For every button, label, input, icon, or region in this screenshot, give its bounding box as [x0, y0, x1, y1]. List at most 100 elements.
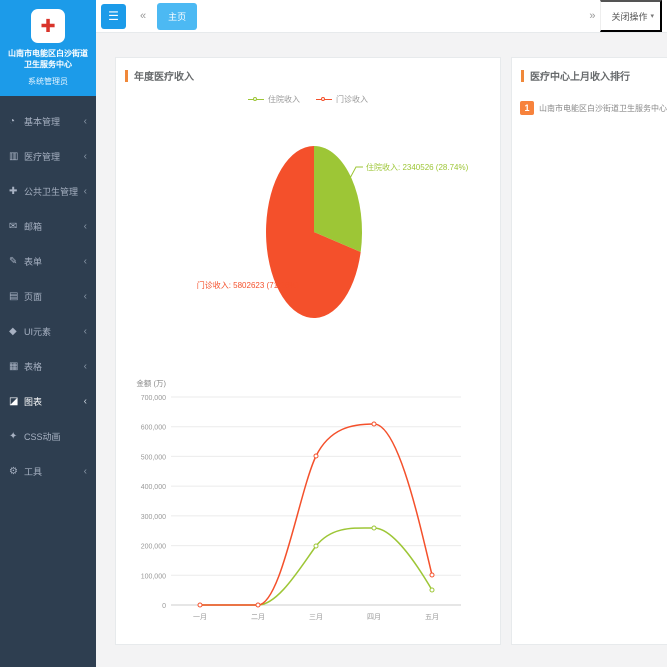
panel-title: 年度医疗收入 [134, 72, 194, 83]
main-content: 年度医疗收入 住院收入 门诊收入 住院收入: 2340526 (28.74%) … [96, 33, 667, 667]
logo-badge: ✚ [31, 9, 65, 43]
y-tick: 500,000 [141, 454, 166, 461]
sidebar-item-label: 表单 [24, 257, 43, 267]
close-operations-label: 关闭操作 [611, 11, 648, 22]
chevron-left-icon: ‹ [83, 256, 87, 267]
chevron-left-icon: ‹ [83, 116, 87, 127]
data-point [429, 572, 435, 578]
sidebar-item-public-health[interactable]: ✚ 公共卫生管理 ‹ [0, 174, 96, 209]
legend-label: 门诊收入 [336, 95, 368, 104]
y-tick: 600,000 [141, 425, 166, 432]
chevron-left-icon: ‹ [83, 151, 87, 162]
chevron-left-icon: ‹ [83, 326, 87, 337]
data-point [313, 453, 319, 459]
y-tick: 300,000 [141, 514, 166, 521]
sidebar-item-pages[interactable]: ▤ 页面 ‹ [0, 279, 96, 314]
data-point [371, 525, 377, 531]
legend-label: 住院收入 [268, 95, 300, 104]
data-point [313, 543, 319, 549]
panel-title-row: 年度医疗收入 [116, 58, 500, 89]
sidebar-item-mailbox[interactable]: ✉ 邮箱 ‹ [0, 209, 96, 244]
annual-income-panel: 年度医疗收入 住院收入 门诊收入 住院收入: 2340526 (28.74%) … [115, 57, 501, 645]
list-item[interactable]: 1 山南市电能区白沙街道卫生服务中心 [520, 97, 667, 119]
data-point [197, 602, 203, 608]
panel-title: 医疗中心上月收入排行 [530, 72, 630, 83]
sidebar-item-label: 公共卫生管理 [24, 187, 79, 197]
chevron-left-icon: ‹ [83, 221, 87, 232]
pie-slice-inpatient[interactable] [314, 146, 363, 252]
pie-chart[interactable]: 住院收入: 2340526 (28.74%) 门诊收入: 5802623 (71… [116, 110, 502, 372]
line-series-outpatient [199, 423, 433, 606]
sidebar-item-label: 图表 [24, 397, 43, 407]
chevron-left-icon: ‹ [83, 396, 87, 407]
sidebar-item-ui-elements[interactable]: ◆ UI元素 ‹ [0, 314, 96, 349]
legend-marker-green-icon [248, 97, 264, 101]
x-tick: 五月 [425, 613, 439, 621]
pie-slice-outpatient[interactable] [266, 146, 361, 318]
y-tick: 400,000 [141, 484, 166, 491]
sidebar-item-label: CSS动画 [24, 432, 61, 442]
table-icon: ▦ [9, 361, 19, 372]
tab-scroll-right-icon[interactable]: » [589, 10, 596, 22]
tab-scroll-left-icon[interactable]: « [140, 10, 147, 22]
sidebar-item-label: 基本管理 [24, 117, 61, 127]
line-chart[interactable]: 金额 (万) 700,000 600,000 500,000 400,000 3… [116, 376, 502, 642]
sidebar-item-charts[interactable]: ◪ 图表 ‹ [0, 384, 96, 419]
sidebar-item-label: 工具 [24, 467, 43, 477]
sidebar-item-tools[interactable]: ⚙ 工具 ‹ [0, 454, 96, 489]
chevron-left-icon: ‹ [83, 466, 87, 477]
chevron-left-icon: ‹ [83, 361, 87, 372]
app-logo: ✚ 山南市电能区白沙街道卫生服务中心 系统管理员 [0, 0, 96, 96]
rank-center-name: 山南市电能区白沙街道卫生服务中心 [539, 103, 667, 113]
sidebar-item-forms[interactable]: ✎ 表单 ‹ [0, 244, 96, 279]
tab-home[interactable]: 主页 [157, 2, 198, 30]
pages-icon: ▤ [9, 291, 19, 302]
sidebar-item-label: 医疗管理 [24, 152, 61, 162]
sidebar-item-css-animation[interactable]: ✦ CSS动画 [0, 419, 96, 454]
ui-elements-icon: ◆ [9, 326, 17, 337]
topbar-right: » 关闭操作 ▾ [584, 0, 662, 32]
data-point [429, 587, 435, 593]
ranking-list: 1 山南市电能区白沙街道卫生服务中心 [512, 89, 667, 127]
sidebar-item-label: 邮箱 [24, 222, 43, 232]
y-tick: 100,000 [141, 573, 166, 580]
chart-legend: 住院收入 门诊收入 [116, 94, 500, 105]
css-animation-icon: ✦ [9, 431, 18, 442]
data-point [255, 602, 261, 608]
legend-item-inpatient[interactable]: 住院收入 [248, 94, 300, 105]
y-tick: 700,000 [141, 395, 166, 402]
bar-chart-icon: ▥ [9, 151, 19, 162]
rank-badge: 1 [520, 101, 534, 115]
x-tick: 二月 [251, 613, 265, 621]
chevron-left-icon: ‹ [83, 291, 87, 302]
title-accent-bar [521, 69, 524, 82]
envelope-icon: ✉ [9, 221, 18, 232]
sidebar-item-label: 页面 [24, 292, 43, 302]
pie-label-outpatient: 门诊收入: 5802623 (71.26%) [197, 280, 300, 290]
health-cross-icon: ✚ [9, 186, 18, 197]
chevron-left-icon: ‹ [83, 186, 87, 197]
panel-title-row: 医疗中心上月收入排行 [512, 58, 667, 89]
y-tick: 200,000 [141, 544, 166, 551]
sidebar-nav: ◔ 基本管理 ‹ ▥ 医疗管理 ‹ ✚ 公共卫生管理 ‹ ✉ 邮箱 ‹ ✎ 表单… [0, 96, 96, 489]
form-icon: ✎ [9, 256, 18, 267]
user-role: 系统管理员 [28, 77, 68, 86]
sidebar-item-label: UI元素 [24, 327, 52, 337]
legend-item-outpatient[interactable]: 门诊收入 [316, 94, 368, 105]
line-series-inpatient [199, 527, 433, 606]
sidebar-item-medical-management[interactable]: ▥ 医疗管理 ‹ [0, 139, 96, 174]
title-accent-bar [125, 69, 128, 82]
sidebar: ✚ 山南市电能区白沙街道卫生服务中心 系统管理员 ◔ 基本管理 ‹ ▥ 医疗管理… [0, 0, 96, 667]
caret-down-icon: ▾ [650, 13, 654, 20]
x-tick: 一月 [193, 613, 207, 621]
pie-label-line-inpatient [348, 166, 363, 181]
close-operations-menu[interactable]: 关闭操作 ▾ [600, 0, 662, 32]
pie-label-inpatient: 住院收入: 2340526 (28.74%) [366, 162, 469, 172]
sidebar-item-tables[interactable]: ▦ 表格 ‹ [0, 349, 96, 384]
chart-icon: ◪ [9, 396, 19, 407]
topbar: ☰ « 主页 » 关闭操作 ▾ [96, 0, 667, 33]
x-tick: 四月 [367, 613, 381, 621]
sidebar-toggle-button[interactable]: ☰ [101, 3, 126, 29]
x-tick: 三月 [309, 613, 323, 621]
sidebar-item-basic-management[interactable]: ◔ 基本管理 ‹ [0, 104, 96, 139]
